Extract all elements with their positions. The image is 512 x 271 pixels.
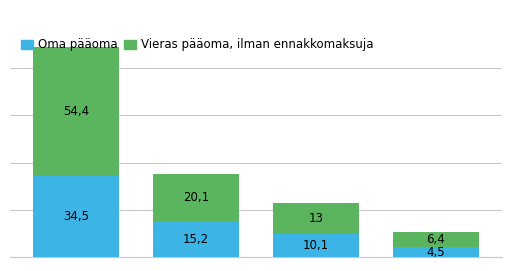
Text: 20,1: 20,1 bbox=[183, 191, 209, 204]
Text: 54,4: 54,4 bbox=[63, 105, 89, 118]
Bar bbox=[33, 47, 119, 176]
Text: 13: 13 bbox=[309, 212, 324, 225]
Text: 6,4: 6,4 bbox=[426, 233, 445, 246]
Text: 4,5: 4,5 bbox=[426, 246, 445, 259]
Text: 15,2: 15,2 bbox=[183, 233, 209, 246]
Bar bbox=[273, 234, 359, 257]
Bar bbox=[153, 221, 239, 257]
Text: 10,1: 10,1 bbox=[303, 239, 329, 252]
Bar bbox=[273, 203, 359, 234]
Bar bbox=[33, 176, 119, 257]
Bar bbox=[393, 232, 479, 247]
Bar bbox=[153, 174, 239, 221]
Text: 34,5: 34,5 bbox=[63, 210, 89, 223]
Legend: Oma pääoma, Vieras pääoma, ilman ennakkomaksuja: Oma pääoma, Vieras pääoma, ilman ennakko… bbox=[21, 38, 373, 51]
Bar bbox=[393, 247, 479, 257]
